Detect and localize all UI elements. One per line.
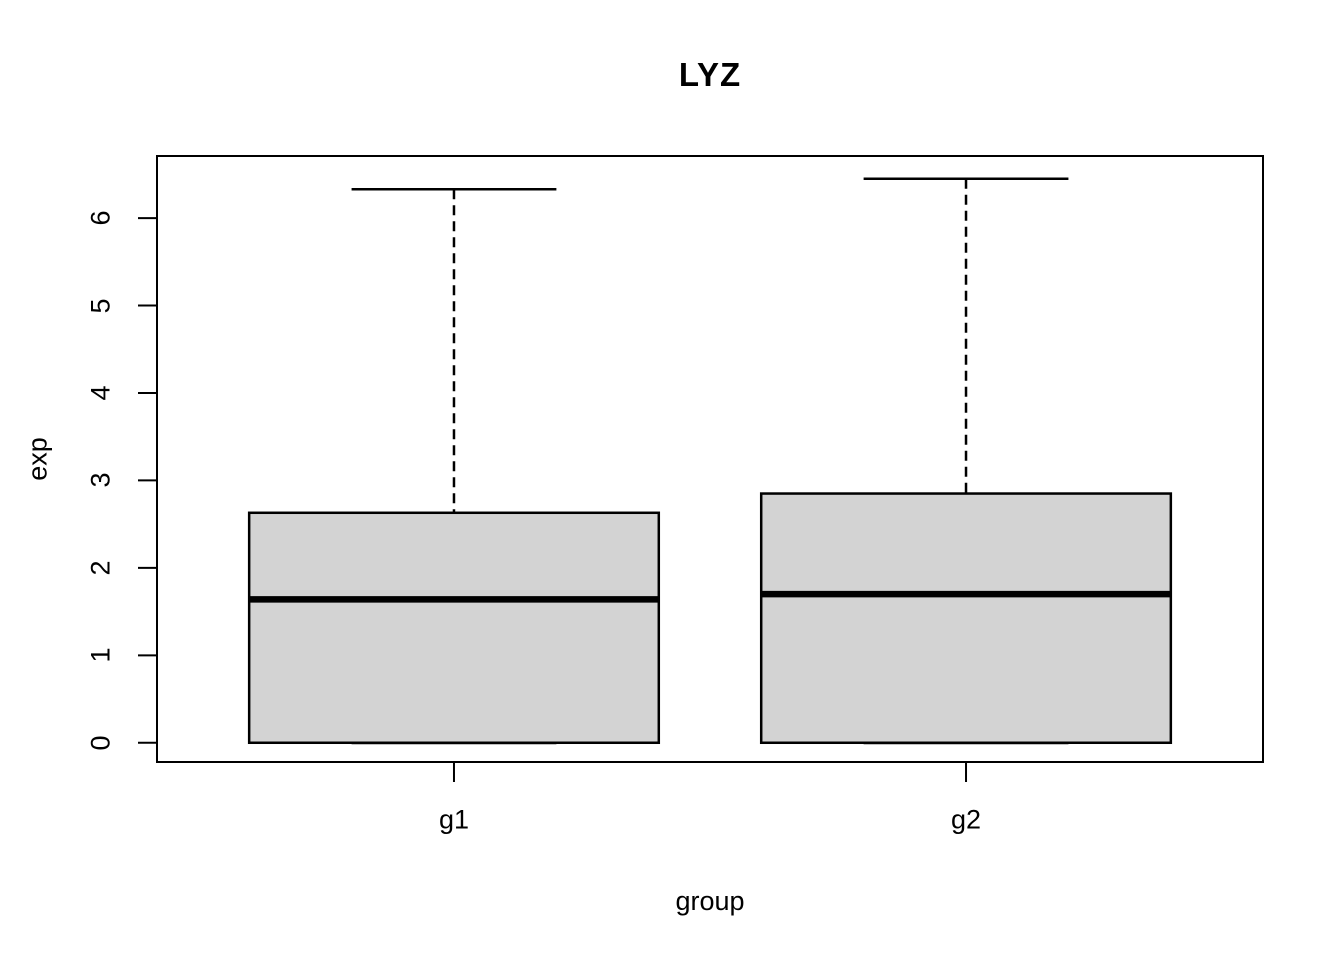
y-tick-label: 1: [85, 647, 116, 663]
box-body-g1: [247, 511, 661, 745]
x-category-label-g1: g1: [438, 804, 469, 835]
plot-frame: [156, 155, 1264, 763]
y-tick-label: 5: [85, 298, 116, 314]
x-axis-title: group: [675, 886, 745, 916]
y-tick-label: 3: [85, 472, 116, 488]
y-tick-label: 0: [85, 735, 116, 751]
box-body-g2: [759, 492, 1173, 745]
y-tick-label: 6: [85, 210, 116, 226]
y-axis-title: exp: [22, 437, 53, 481]
y-tick-label: 4: [85, 385, 116, 401]
x-category-label-g2: g2: [950, 804, 982, 835]
y-tick-label: 2: [85, 560, 116, 576]
chart-title: LYZ: [678, 56, 742, 93]
